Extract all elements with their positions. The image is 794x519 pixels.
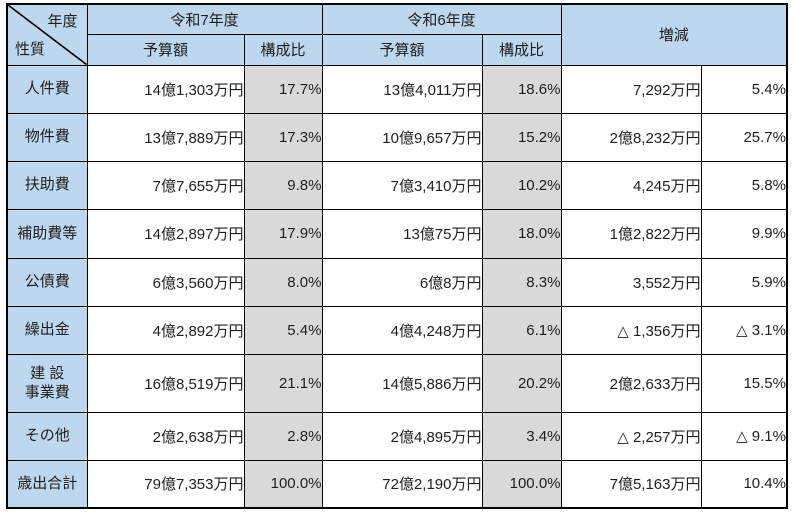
r7-budget-amount: 7億7,655万円 [86, 160, 245, 210]
corner-cell-year-nature: 年度 性質 [6, 3, 88, 66]
diff-ratio: 15.5% [700, 353, 788, 413]
header-year-r6: 令和6年度 [321, 3, 562, 35]
header-r7-ratio: 構成比 [243, 33, 323, 66]
diff-ratio: 25.7% [700, 112, 788, 162]
r7-ratio: 21.1% [243, 353, 323, 413]
r6-ratio: 8.3% [481, 257, 562, 307]
r6-budget-amount: 10億9,657万円 [321, 112, 483, 162]
diff-amount: 7億5,163万円 [560, 459, 702, 509]
r7-ratio: 2.8% [243, 411, 323, 461]
r6-budget-amount: 6億8万円 [321, 257, 483, 307]
header-r6-ratio: 構成比 [481, 33, 562, 66]
diff-ratio: 9.9% [700, 208, 788, 259]
row-label: 扶助費 [6, 160, 88, 210]
corner-label-year: 年度 [47, 13, 78, 30]
row-label: 建 設 事業費 [6, 353, 88, 413]
r7-ratio: 8.0% [243, 257, 323, 307]
diff-ratio: 5.4% [700, 64, 788, 114]
expenditure-by-nature-table: 年度 性質 令和7年度 令和6年度 増減 予算額 構成比 予算額 構成比 人件費… [6, 3, 788, 509]
r7-budget-amount: 13億7,889万円 [86, 112, 245, 162]
table-row-construction: 建 設 事業費 16億8,519万円 21.1% 14億5,886万円 20.2… [6, 353, 788, 413]
diff-ratio: △ 9.1% [700, 411, 788, 461]
r7-budget-amount: 79億7,353万円 [86, 459, 245, 509]
r6-ratio: 18.6% [481, 64, 562, 114]
r7-ratio: 17.7% [243, 64, 323, 114]
diff-amount: △ 2,257万円 [560, 411, 702, 461]
diff-ratio: 10.4% [700, 459, 788, 509]
diff-amount: 2億2,633万円 [560, 353, 702, 413]
header-r7-budget: 予算額 [86, 33, 245, 66]
diff-ratio: 5.9% [700, 257, 788, 307]
r6-ratio: 10.2% [481, 160, 562, 210]
diff-amount: 4,245万円 [560, 160, 702, 210]
row-label: 人件費 [6, 64, 88, 114]
r7-ratio: 17.9% [243, 208, 323, 259]
r7-ratio: 5.4% [243, 305, 323, 355]
table-row-subsidies: 補助費等 14億2,897万円 17.9% 13億75万円 18.0% 1億2,… [6, 208, 788, 259]
diff-ratio: 5.8% [700, 160, 788, 210]
header-diff: 増減 [560, 3, 788, 66]
header-row-1: 年度 性質 令和7年度 令和6年度 増減 [6, 3, 788, 66]
corner-label-nature: 性質 [15, 40, 46, 58]
r7-ratio: 17.3% [243, 112, 323, 162]
table-row-other: その他 2億2,638万円 2.8% 2億4,895万円 3.4% △ 2,25… [6, 411, 788, 461]
r6-budget-amount: 72億2,190万円 [321, 459, 483, 509]
table-row-assistance: 扶助費 7億7,655万円 9.8% 7億3,410万円 10.2% 4,245… [6, 160, 788, 210]
r6-budget-amount: 2億4,895万円 [321, 411, 483, 461]
row-label: 物件費 [6, 112, 88, 162]
r6-budget-amount: 14億5,886万円 [321, 353, 483, 413]
diff-ratio: △ 3.1% [700, 305, 788, 355]
row-label: 補助費等 [6, 208, 88, 259]
r7-budget-amount: 6億3,560万円 [86, 257, 245, 307]
diff-amount: 7,292万円 [560, 64, 702, 114]
row-label: 公債費 [6, 257, 88, 307]
diff-amount: 2億8,232万円 [560, 112, 702, 162]
header-r6-budget: 予算額 [321, 33, 483, 66]
r6-ratio: 20.2% [481, 353, 562, 413]
r7-budget-amount: 2億2,638万円 [86, 411, 245, 461]
r7-budget-amount: 14億1,303万円 [86, 64, 245, 114]
header-year-r7: 令和7年度 [86, 3, 323, 35]
row-label: その他 [6, 411, 88, 461]
diff-amount: △ 1,356万円 [560, 305, 702, 355]
r6-ratio: 6.1% [481, 305, 562, 355]
r6-ratio: 3.4% [481, 411, 562, 461]
r7-ratio: 9.8% [243, 160, 323, 210]
r6-budget-amount: 4億4,248万円 [321, 305, 483, 355]
diagonal-line [8, 5, 87, 65]
table-row-debt-service: 公債費 6億3,560万円 8.0% 6億8万円 8.3% 3,552万円 5.… [6, 257, 788, 307]
r7-ratio: 100.0% [243, 459, 323, 509]
table-row-transfers: 繰出金 4億2,892万円 5.4% 4億4,248万円 6.1% △ 1,35… [6, 305, 788, 355]
table-row-personnel: 人件費 14億1,303万円 17.7% 13億4,011万円 18.6% 7,… [6, 64, 788, 114]
table-row-goods: 物件費 13億7,889万円 17.3% 10億9,657万円 15.2% 2億… [6, 112, 788, 162]
r6-ratio: 100.0% [481, 459, 562, 509]
r7-budget-amount: 16億8,519万円 [86, 353, 245, 413]
row-label: 歳出合計 [6, 459, 88, 509]
r7-budget-amount: 4億2,892万円 [86, 305, 245, 355]
r6-ratio: 18.0% [481, 208, 562, 259]
row-label: 繰出金 [6, 305, 88, 355]
r6-ratio: 15.2% [481, 112, 562, 162]
r6-budget-amount: 13億75万円 [321, 208, 483, 259]
r6-budget-amount: 7億3,410万円 [321, 160, 483, 210]
r7-budget-amount: 14億2,897万円 [86, 208, 245, 259]
table-row-total: 歳出合計 79億7,353万円 100.0% 72億2,190万円 100.0%… [6, 459, 788, 509]
diff-amount: 1億2,822万円 [560, 208, 702, 259]
r6-budget-amount: 13億4,011万円 [321, 64, 483, 114]
diff-amount: 3,552万円 [560, 257, 702, 307]
